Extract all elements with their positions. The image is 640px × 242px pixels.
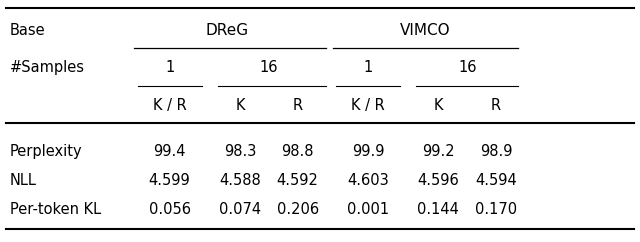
Text: 98.3: 98.3 [224, 144, 256, 159]
Text: Per-token KL: Per-token KL [10, 202, 100, 217]
Text: DReG: DReG [205, 23, 249, 38]
Text: VIMCO: VIMCO [400, 23, 451, 38]
Text: 0.056: 0.056 [148, 202, 191, 217]
Text: 98.9: 98.9 [480, 144, 512, 159]
Text: R: R [491, 98, 501, 113]
Text: 99.9: 99.9 [352, 144, 384, 159]
Text: Base: Base [10, 23, 45, 38]
Text: 4.592: 4.592 [276, 173, 319, 188]
Text: 1: 1 [364, 60, 372, 75]
Text: 0.206: 0.206 [276, 202, 319, 217]
Text: 4.588: 4.588 [219, 173, 261, 188]
Text: 4.594: 4.594 [475, 173, 517, 188]
Text: Perplexity: Perplexity [10, 144, 82, 159]
Text: K / R: K / R [153, 98, 186, 113]
Text: 1: 1 [165, 60, 174, 75]
Text: 16: 16 [260, 60, 278, 75]
Text: 0.144: 0.144 [417, 202, 460, 217]
Text: 0.074: 0.074 [219, 202, 261, 217]
Text: K / R: K / R [351, 98, 385, 113]
Text: 4.596: 4.596 [417, 173, 460, 188]
Text: 4.599: 4.599 [148, 173, 191, 188]
Text: NLL: NLL [10, 173, 36, 188]
Text: 98.8: 98.8 [282, 144, 314, 159]
Text: 0.001: 0.001 [347, 202, 389, 217]
Text: 0.170: 0.170 [475, 202, 517, 217]
Text: K: K [236, 98, 244, 113]
Text: 99.4: 99.4 [154, 144, 186, 159]
Text: K: K [434, 98, 443, 113]
Text: 4.603: 4.603 [347, 173, 389, 188]
Text: 99.2: 99.2 [422, 144, 454, 159]
Text: R: R [292, 98, 303, 113]
Text: #Samples: #Samples [10, 60, 84, 75]
Text: 16: 16 [458, 60, 476, 75]
